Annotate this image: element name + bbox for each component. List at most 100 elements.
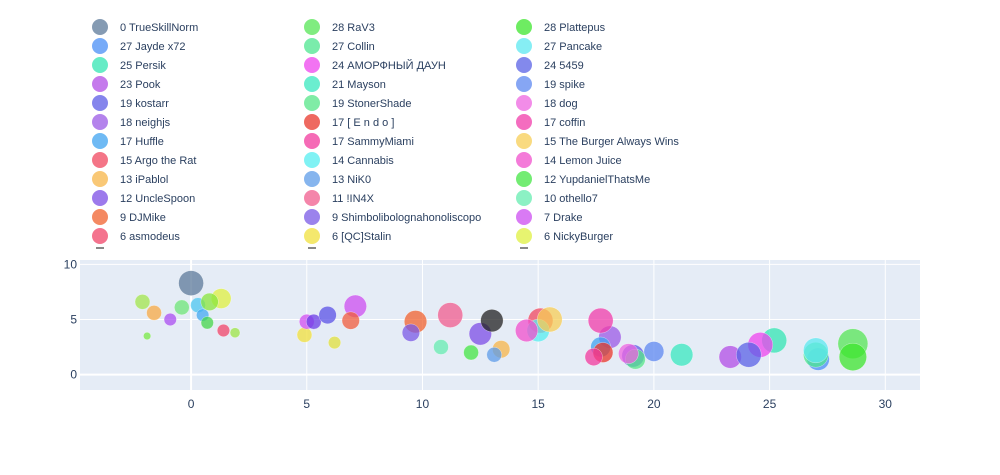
legend-item[interactable]: 12 UncleSpoon [92, 190, 195, 206]
data-point[interactable] [305, 313, 322, 330]
data-point[interactable]: 10 othello7 [433, 339, 449, 355]
data-point[interactable]: 6 [QC]Stalin [296, 327, 313, 343]
legend-item[interactable]: 19 StonerShade [304, 95, 412, 111]
legend-marker [92, 57, 108, 73]
data-point[interactable] [143, 332, 152, 341]
legend-item[interactable]: 23 Pook [92, 76, 161, 92]
legend-label: 27 Collin [332, 41, 375, 53]
legend-label: 6 NickyBurger [544, 231, 613, 243]
legend-label: 12 YupdanielThatsMe [544, 174, 650, 186]
data-point[interactable] [229, 327, 241, 338]
y-tick-label: 10 [64, 257, 78, 271]
data-point[interactable]: 9 Shimbolibolognahonoliscopo [401, 323, 420, 342]
legend-item[interactable]: 14 Cannabis [304, 152, 394, 168]
legend-label: 15 Argo the Rat [120, 155, 196, 167]
legend-item[interactable]: 17 [ E n d o ] [304, 114, 394, 130]
legend-item[interactable]: 15 The Burger Always Wins [516, 133, 679, 149]
data-point[interactable] [163, 312, 177, 326]
legend-marker [304, 19, 320, 35]
legend-label: 7 Drake [544, 212, 583, 224]
legend-item[interactable]: 27 Collin [304, 38, 375, 54]
legend-overflow-marker [520, 247, 528, 249]
legend-item[interactable]: 24 5459 [516, 57, 584, 73]
data-point[interactable]: 14 Lemon Juice [515, 319, 539, 343]
legend-label: 23 Pook [120, 79, 161, 91]
legend-item[interactable]: 21 Mayson [304, 76, 386, 92]
legend-marker [516, 171, 532, 187]
legend-item[interactable]: 19 kostarr [92, 95, 169, 111]
data-point[interactable] [134, 294, 151, 310]
legend-item[interactable]: 19 spike [516, 76, 585, 92]
legend-marker [516, 57, 532, 73]
legend-item[interactable]: 0 TrueSkillNorm [92, 19, 198, 35]
legend-item[interactable]: 27 Jayde x72 [92, 38, 185, 54]
data-point[interactable] [341, 311, 360, 330]
data-point[interactable]: 13 NiK0 [486, 346, 502, 363]
data-point[interactable]: 17 coffin [587, 307, 614, 334]
legend-marker [304, 152, 320, 168]
legend-item[interactable]: 25 Persik [92, 57, 166, 73]
data-point[interactable]: 11 !IN4X [437, 302, 463, 328]
data-point[interactable]: 27 Pancake [803, 337, 829, 364]
data-point[interactable]: 28 Plattepus [838, 342, 867, 371]
legend-marker [92, 114, 108, 130]
legend-item[interactable]: 28 Plattepus [516, 19, 606, 35]
data-point[interactable]: 15 The Burger Always Wins [537, 306, 563, 333]
data-point[interactable]: 24 5459 [736, 341, 762, 368]
data-point[interactable] [480, 309, 504, 333]
legend-marker [516, 209, 532, 225]
legend-marker [516, 76, 532, 92]
data-point[interactable] [200, 292, 219, 311]
data-point[interactable] [318, 306, 337, 325]
legend-item[interactable]: 17 Huffle [92, 133, 164, 149]
legend-item[interactable]: 17 coffin [516, 114, 585, 130]
data-point[interactable]: 21 Mayson [670, 343, 694, 367]
legend-item[interactable]: 28 RaV3 [304, 19, 375, 35]
legend-label: 25 Persik [120, 60, 166, 72]
data-point[interactable]: 12 YupdanielThatsMe [463, 344, 479, 361]
legend-label: 9 Shimbolibolognahonoliscopo [332, 212, 481, 224]
y-tick-label: 5 [70, 312, 77, 326]
data-point[interactable] [174, 299, 190, 316]
legend-item[interactable]: 6 [QC]Stalin [304, 228, 391, 244]
legend-item[interactable]: 6 asmodeus [92, 228, 180, 244]
legend-item[interactable]: 7 Drake [516, 209, 583, 225]
legend-label: 14 Lemon Juice [544, 155, 622, 167]
legend-label: 24 5459 [544, 60, 584, 72]
legend-item[interactable]: 14 Lemon Juice [516, 152, 622, 168]
legend-marker [92, 209, 108, 225]
legend-item[interactable]: 9 Shimbolibolognahonoliscopo [304, 209, 481, 225]
legend: 0 TrueSkillNorm 27 Jayde x72 25 Persik 23 P… [92, 19, 679, 249]
legend-item[interactable]: 9 DJMike [92, 209, 166, 225]
legend-item[interactable]: 24 АМОРФНЫЙ ДАУН [304, 57, 446, 73]
legend-item[interactable]: 13 iPablol [92, 171, 168, 187]
legend-item[interactable]: 11 !IN4X [304, 190, 375, 206]
data-point[interactable]: 19 spike [643, 341, 665, 362]
legend-item[interactable]: 18 neighjs [92, 114, 171, 130]
legend-item[interactable]: 6 NickyBurger [516, 228, 613, 244]
legend-item[interactable]: 18 dog [516, 95, 578, 111]
data-point[interactable]: 18 dog [618, 343, 639, 364]
legend-item[interactable]: 13 NiK0 [304, 171, 371, 187]
legend-marker [516, 114, 532, 130]
legend-label: 11 !IN4X [332, 193, 375, 205]
legend-marker [92, 190, 108, 206]
data-point[interactable] [200, 316, 214, 330]
legend-marker [516, 133, 532, 149]
data-point[interactable]: 17 SammyMiami [584, 347, 603, 366]
legend-item[interactable]: 12 YupdanielThatsMe [516, 171, 650, 187]
legend-item[interactable]: 17 SammyMiami [304, 133, 414, 149]
legend-label: 10 othello7 [544, 193, 598, 205]
data-point[interactable] [328, 336, 342, 350]
data-point[interactable]: 6 asmodeus [216, 324, 230, 338]
legend-item[interactable]: 10 othello7 [516, 190, 598, 206]
legend-marker [304, 209, 320, 225]
legend-item[interactable]: 27 Pancake [516, 38, 602, 54]
data-point[interactable]: 0 TrueSkillNorm [178, 270, 204, 296]
legend-label: 18 neighjs [120, 117, 171, 129]
data-point[interactable] [146, 305, 162, 321]
legend-item[interactable]: 15 Argo the Rat [92, 152, 196, 168]
